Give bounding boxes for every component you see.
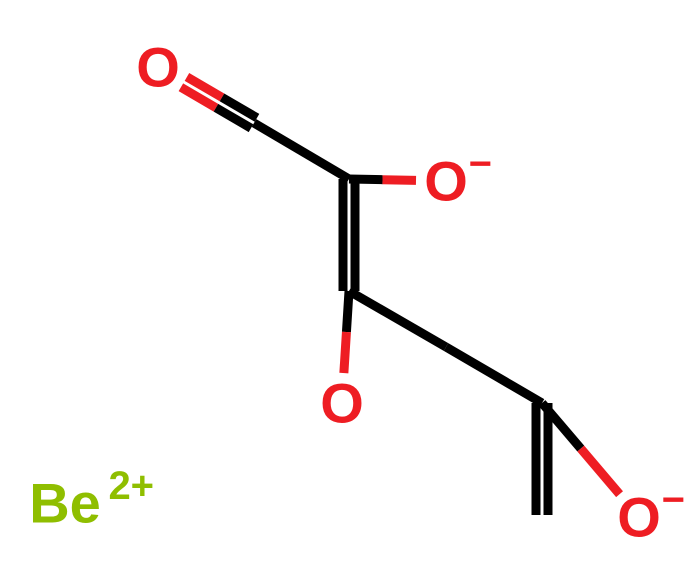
atom-charge-o2: − [469, 142, 492, 186]
atom-label-o4: O [617, 486, 661, 549]
atom-label-o3: O [320, 372, 364, 435]
bond-line [446, 347, 542, 403]
atom-label-o2: O [424, 150, 468, 213]
atom-charge-be: 2+ [108, 464, 154, 508]
atom-label-o1: O [136, 36, 180, 99]
bond-line [346, 291, 349, 332]
atom-label-be: Be [29, 472, 101, 535]
bond-line [383, 180, 417, 181]
bond-line [254, 123, 349, 179]
bond-line [349, 291, 446, 347]
bond-line [581, 449, 620, 495]
bond-line [344, 332, 347, 373]
atom-charge-o4: − [662, 478, 685, 522]
molecule-diagram: OO−OO−Be2+ [0, 0, 686, 576]
